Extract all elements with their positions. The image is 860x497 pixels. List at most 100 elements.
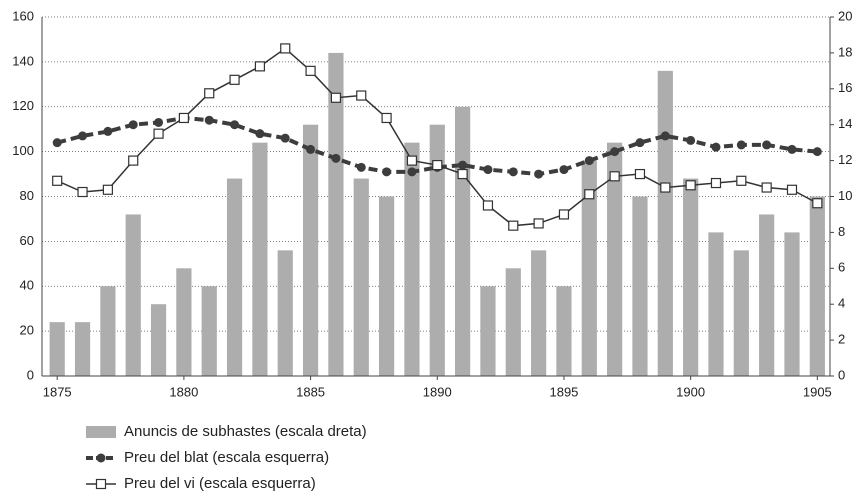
marker bbox=[711, 142, 721, 152]
y2-tick-label: 20 bbox=[838, 8, 852, 23]
marker bbox=[305, 65, 316, 76]
y2-tick-label: 12 bbox=[838, 152, 852, 167]
bar bbox=[176, 268, 192, 376]
bar bbox=[607, 142, 623, 376]
legend-label: Preu del vi (escala esquerra) bbox=[124, 475, 316, 492]
bar bbox=[429, 124, 445, 376]
marker bbox=[96, 453, 106, 463]
marker bbox=[382, 167, 392, 177]
marker bbox=[230, 120, 240, 130]
marker bbox=[153, 128, 164, 139]
marker bbox=[483, 165, 493, 175]
marker bbox=[534, 169, 544, 179]
marker bbox=[103, 126, 113, 136]
marker bbox=[204, 115, 214, 125]
marker bbox=[736, 140, 746, 150]
bar bbox=[328, 52, 344, 377]
marker bbox=[381, 112, 392, 124]
y-tick-label: 20 bbox=[20, 323, 34, 338]
marker bbox=[254, 61, 266, 72]
y-tick-label: 60 bbox=[20, 233, 34, 248]
x-tick-label: 1875 bbox=[43, 384, 72, 399]
marker bbox=[686, 135, 696, 145]
marker bbox=[482, 200, 494, 211]
bar bbox=[150, 304, 167, 376]
marker bbox=[710, 177, 722, 189]
bar bbox=[252, 142, 268, 376]
marker bbox=[280, 133, 290, 143]
y2-tick-label: 10 bbox=[838, 188, 852, 203]
marker bbox=[584, 156, 594, 166]
marker bbox=[95, 478, 107, 490]
bar bbox=[759, 214, 775, 376]
marker bbox=[407, 167, 417, 177]
marker bbox=[685, 180, 696, 191]
bar bbox=[49, 322, 65, 376]
marker bbox=[78, 131, 88, 141]
y2-tick-label: 2 bbox=[838, 332, 845, 347]
marker bbox=[77, 186, 88, 198]
marker bbox=[660, 182, 671, 193]
bar bbox=[733, 250, 749, 376]
bar bbox=[657, 70, 673, 376]
bar bbox=[632, 196, 648, 376]
marker bbox=[128, 120, 138, 130]
bar bbox=[556, 286, 572, 376]
x-tick-label: 1880 bbox=[169, 384, 198, 399]
marker bbox=[761, 182, 772, 193]
bar bbox=[581, 160, 597, 376]
y-tick-label: 160 bbox=[12, 8, 34, 23]
marker bbox=[559, 165, 569, 175]
bar bbox=[531, 250, 547, 376]
x-tick-label: 1900 bbox=[676, 384, 705, 399]
marker bbox=[229, 74, 240, 85]
bar bbox=[708, 232, 724, 376]
bar bbox=[353, 178, 369, 376]
legend-swatch bbox=[86, 426, 116, 438]
marker bbox=[154, 117, 164, 127]
bar bbox=[683, 178, 699, 376]
marker bbox=[432, 159, 443, 171]
marker bbox=[660, 131, 670, 141]
marker bbox=[406, 155, 418, 166]
marker bbox=[508, 220, 519, 231]
bar bbox=[125, 214, 141, 376]
y2-tick-label: 6 bbox=[838, 260, 845, 275]
marker bbox=[635, 138, 645, 148]
y2-tick-label: 16 bbox=[838, 80, 852, 95]
y2-tick-label: 18 bbox=[838, 44, 852, 59]
marker bbox=[306, 144, 316, 154]
marker bbox=[178, 112, 189, 124]
y-tick-label: 100 bbox=[12, 143, 34, 158]
bar bbox=[784, 232, 800, 376]
marker bbox=[52, 175, 63, 186]
marker bbox=[610, 147, 620, 157]
bar bbox=[480, 286, 496, 376]
bar bbox=[809, 196, 825, 376]
y-tick-label: 40 bbox=[20, 278, 34, 293]
x-tick-label: 1885 bbox=[296, 384, 325, 399]
x-tick-label: 1895 bbox=[549, 384, 578, 399]
marker bbox=[356, 162, 366, 172]
marker bbox=[533, 218, 544, 229]
marker bbox=[508, 167, 518, 177]
marker bbox=[558, 209, 570, 220]
marker bbox=[330, 92, 342, 103]
y2-tick-label: 8 bbox=[838, 224, 845, 239]
y-tick-label: 120 bbox=[12, 98, 34, 113]
marker bbox=[458, 160, 468, 170]
marker bbox=[584, 189, 595, 200]
marker bbox=[609, 171, 620, 182]
y2-tick-label: 0 bbox=[838, 367, 845, 382]
marker bbox=[280, 43, 291, 54]
bar bbox=[277, 250, 293, 376]
y-tick-label: 80 bbox=[20, 188, 34, 203]
marker bbox=[356, 90, 367, 101]
bar bbox=[226, 178, 243, 376]
bar bbox=[201, 286, 217, 376]
bar bbox=[404, 142, 420, 376]
marker bbox=[634, 168, 646, 180]
bar bbox=[100, 286, 116, 376]
marker bbox=[457, 168, 468, 180]
